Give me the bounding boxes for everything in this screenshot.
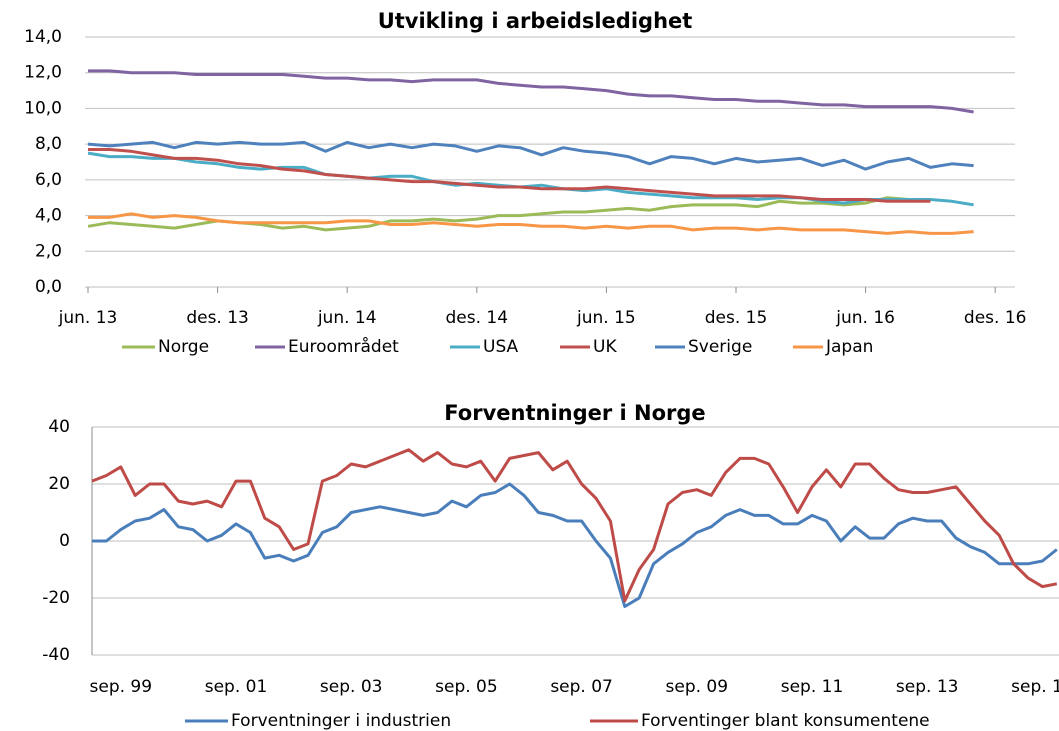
series-line — [87, 140, 974, 171]
legend-label: Forventinger blant konsumentene — [641, 711, 930, 731]
y-tick-label: 20 — [48, 474, 70, 494]
x-tick-label: sep. 15 — [1011, 677, 1059, 697]
legend-label: USA — [483, 337, 519, 357]
x-tick-label: des. 15 — [705, 308, 768, 328]
legend-label: Euroområdet — [288, 336, 399, 357]
x-tick-label: sep. 09 — [666, 677, 729, 697]
series-line — [88, 148, 931, 203]
x-tick-label: jun. 13 — [58, 308, 118, 328]
series-line — [88, 212, 974, 235]
y-tick-label: 0,0 — [35, 277, 62, 297]
y-tick-label: -40 — [42, 645, 70, 665]
chart-title: Utvikling i arbeidsledighet — [378, 9, 693, 33]
y-tick-label: 6,0 — [35, 170, 62, 190]
x-tick-label: jun. 16 — [835, 308, 895, 328]
legend-label: UK — [593, 337, 617, 357]
y-tick-label: 14,0 — [24, 27, 62, 47]
x-tick-label: sep. 03 — [320, 677, 383, 697]
legend-label: Forventninger i industrien — [231, 711, 451, 731]
y-tick-label: 12,0 — [24, 63, 62, 83]
series-line — [87, 151, 974, 207]
legend-label: Sverige — [688, 337, 752, 357]
x-tick-label: sep. 01 — [205, 677, 268, 697]
y-tick-label: 10,0 — [24, 98, 62, 118]
x-tick-label: sep. 13 — [896, 677, 959, 697]
x-tick-label: des. 14 — [446, 308, 509, 328]
legend-label: Norge — [158, 337, 209, 357]
x-tick-label: sep. 07 — [550, 677, 613, 697]
legend-label: Japan — [825, 337, 873, 357]
y-tick-label: 40 — [48, 417, 70, 437]
y-tick-label: 0 — [59, 531, 70, 551]
x-tick-label: jun. 15 — [576, 308, 636, 328]
x-tick-label: jun. 14 — [317, 308, 377, 328]
x-tick-label: des. 13 — [186, 308, 249, 328]
x-tick-label: des. 16 — [964, 308, 1027, 328]
y-tick-label: 4,0 — [35, 206, 62, 226]
y-tick-label: 2,0 — [35, 241, 62, 261]
x-tick-label: sep. 99 — [90, 677, 153, 697]
y-tick-label: 8,0 — [35, 134, 62, 154]
y-tick-label: -20 — [42, 588, 70, 608]
series-line — [88, 69, 974, 114]
series-line — [91, 448, 1058, 603]
chart-title: Forventninger i Norge — [444, 401, 705, 425]
x-tick-label: sep. 05 — [435, 677, 498, 697]
x-tick-label: sep. 11 — [781, 677, 844, 697]
series-line — [92, 482, 1058, 608]
